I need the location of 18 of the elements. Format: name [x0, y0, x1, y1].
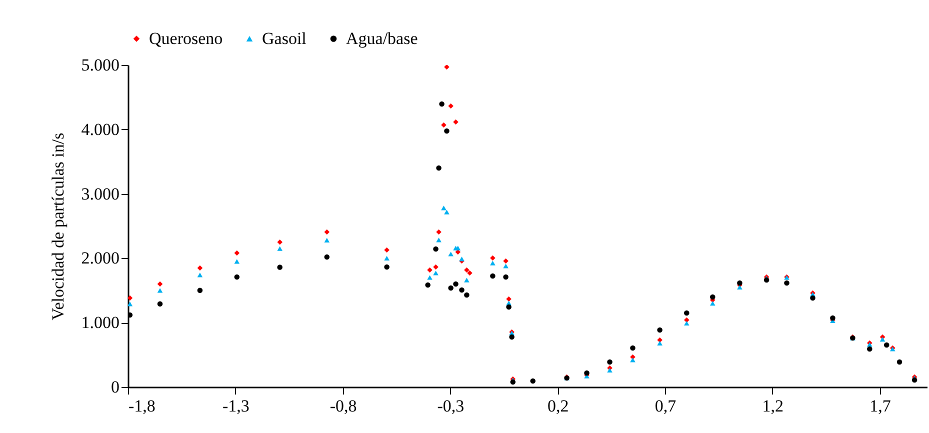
legend-label: Queroseno	[149, 28, 223, 48]
y-tick-label: 0	[111, 378, 120, 396]
y-axis-title: Velocidad de partículas in/s	[48, 132, 68, 320]
x-tick-label: -0,8	[330, 396, 357, 416]
legend-label: Agua/base	[346, 28, 418, 48]
legend-label: Gasoil	[262, 28, 307, 48]
x-tick-label: 1,2	[762, 396, 784, 416]
x-tick-label: -0,3	[437, 396, 464, 416]
x-tick-label: -1,8	[128, 396, 156, 416]
y-tick-label: 2.000	[81, 248, 120, 268]
y-tick-label: 5.000	[81, 56, 120, 74]
y-tick-label: 3.000	[81, 184, 120, 204]
x-tick-label: 1,7	[870, 396, 892, 416]
x-tick-label: 0,7	[654, 396, 677, 416]
y-tick-label: 1.000	[81, 313, 120, 332]
x-tick-label: -1,3	[222, 396, 250, 416]
y-tick-label: 4.000	[81, 120, 120, 139]
x-tick-label: 0,2	[547, 396, 569, 416]
